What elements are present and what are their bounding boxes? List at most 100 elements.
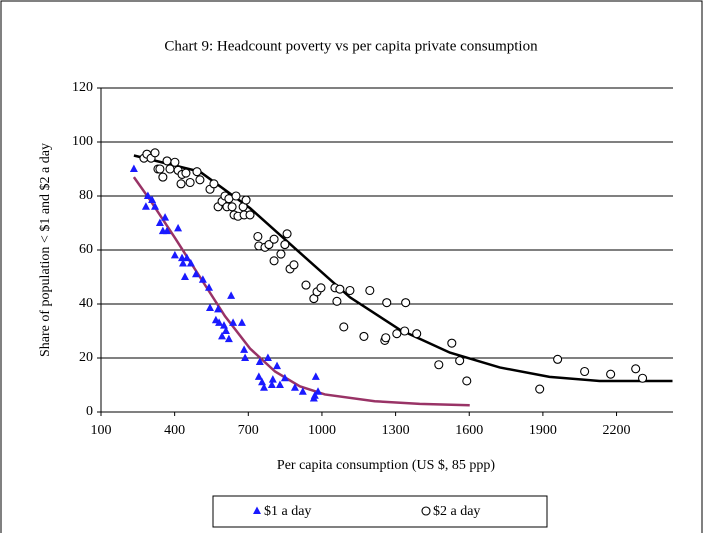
circle-point	[382, 298, 392, 308]
y-tick-label: 80	[79, 188, 93, 203]
triangle-point	[163, 226, 172, 235]
triangle-point	[241, 353, 250, 361]
circle-point	[150, 148, 160, 158]
triangle-point	[309, 394, 318, 402]
triangle-point	[180, 272, 189, 280]
circle-point	[195, 175, 205, 185]
circle-point	[392, 329, 402, 339]
triangle-point	[254, 372, 263, 380]
circle-point	[269, 234, 279, 244]
circle-point	[400, 326, 410, 336]
y-tick-label: 0	[86, 404, 93, 419]
circle-point	[231, 191, 241, 201]
triangle-point	[227, 291, 236, 299]
triangle-point	[170, 250, 179, 259]
circle-point	[185, 177, 195, 188]
x-tick-label: 1300	[382, 423, 410, 438]
triangle-point	[263, 353, 272, 361]
circle-point	[316, 283, 326, 293]
triangle-point	[221, 326, 230, 334]
triangle-point	[255, 357, 264, 366]
circle-point	[332, 296, 342, 306]
circle-point	[638, 373, 648, 383]
circle-point	[264, 240, 274, 250]
triangle-point	[311, 372, 320, 380]
triangle-point	[129, 164, 138, 172]
triangle-point	[174, 223, 183, 232]
circle-point	[253, 231, 263, 242]
circle-point	[192, 167, 202, 177]
circle-point	[162, 156, 172, 166]
circle-point	[345, 285, 355, 296]
circle-point	[181, 168, 191, 178]
circle-point	[289, 260, 299, 270]
triangle-point	[151, 202, 160, 210]
legend-marker	[421, 506, 431, 516]
circle-point	[276, 249, 286, 259]
chart-title: Chart 9: Headcount poverty vs per capita…	[164, 38, 538, 54]
triangle-point	[267, 380, 276, 388]
triangle-point	[178, 259, 187, 267]
circle-point	[606, 369, 616, 379]
triangle-point	[273, 361, 282, 370]
circle-point	[535, 384, 545, 394]
x-tick-label: 1000	[308, 423, 336, 438]
circle-point	[455, 356, 465, 366]
triangle-point	[182, 253, 191, 262]
legend-label: $1 a day	[264, 504, 311, 519]
circle-point	[245, 210, 255, 220]
circle-point	[280, 240, 290, 250]
circle-point	[269, 256, 279, 266]
triangle-point	[240, 345, 249, 353]
x-tick-label: 2200	[603, 423, 631, 438]
triangle-point	[186, 259, 195, 267]
x-tick-label: 700	[238, 423, 259, 438]
circle-point	[365, 285, 375, 296]
circle-point	[631, 364, 641, 374]
circle-point	[176, 179, 186, 189]
circle-point	[359, 331, 369, 341]
triangle-point	[290, 383, 299, 391]
triangle-point	[215, 318, 224, 326]
y-tick-label: 120	[72, 80, 93, 95]
triangle-point	[214, 304, 223, 313]
circle-point	[462, 376, 472, 386]
trend-line	[132, 176, 470, 407]
triangle-point	[224, 334, 233, 343]
circle-point	[401, 298, 411, 308]
x-tick-label: 1900	[529, 423, 557, 438]
y-tick-label: 60	[79, 242, 93, 257]
triangle-point	[275, 380, 284, 388]
triangle-point	[192, 269, 201, 278]
circle-point	[209, 179, 219, 189]
x-tick-label: 400	[164, 423, 185, 438]
circle-point	[553, 354, 563, 364]
x-axis-label: Per capita consumption (US $, 85 ppp)	[277, 458, 495, 473]
triangle-point	[280, 373, 289, 382]
circle-point	[381, 333, 391, 343]
x-tick-label: 100	[91, 423, 112, 438]
triangle-point	[268, 375, 277, 383]
circle-point	[155, 164, 165, 174]
triangle-point	[143, 191, 152, 199]
circle-point	[447, 338, 457, 348]
x-tick-label: 1600	[455, 423, 483, 438]
y-axis-label: Share of population < $1 and $2 a day	[38, 143, 53, 357]
circle-point	[282, 229, 292, 239]
triangle-point	[229, 318, 238, 326]
triangle-point	[298, 387, 307, 395]
circle-point	[170, 157, 180, 167]
triangle-point	[155, 218, 164, 226]
legend-label: $2 a day	[433, 504, 480, 519]
y-tick-label: 100	[72, 134, 93, 149]
circle-point	[335, 284, 345, 294]
circle-point	[580, 366, 590, 377]
circle-point	[301, 280, 311, 290]
triangle-point	[198, 275, 207, 283]
triangle-point	[314, 387, 323, 395]
y-tick-label: 40	[79, 296, 93, 311]
circle-point	[241, 195, 251, 205]
triangle-point	[205, 303, 214, 312]
